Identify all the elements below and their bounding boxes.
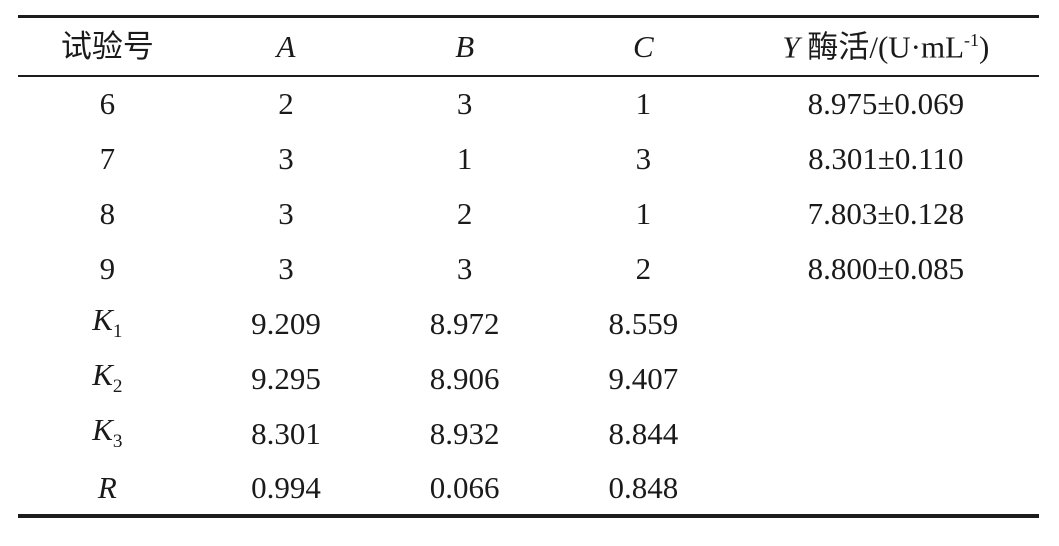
cell-y bbox=[733, 296, 1039, 351]
cell-c: 8.844 bbox=[608, 415, 679, 451]
cell-a: 8.301 bbox=[251, 415, 321, 451]
cell-c: 8.559 bbox=[608, 305, 679, 341]
cell-y: 8.301±0.110 bbox=[808, 140, 964, 176]
cell-b: 8.906 bbox=[429, 360, 500, 396]
col-header-factor-c: C bbox=[633, 28, 654, 64]
row-label: R bbox=[97, 469, 117, 505]
cell-y: 8.800±0.085 bbox=[807, 250, 965, 286]
cell-c: 1 bbox=[635, 195, 652, 231]
col-header-factor-a: A bbox=[276, 28, 296, 64]
row-label: K2 bbox=[92, 357, 123, 398]
row-label: 7 bbox=[99, 140, 116, 176]
cell-y: 7.803±0.128 bbox=[807, 195, 965, 231]
table-row-k3: K3 8.301 8.932 8.844 bbox=[18, 406, 1039, 461]
row-label: 8 bbox=[99, 195, 116, 231]
cell-c: 0.848 bbox=[608, 469, 679, 505]
col-header-experiment-no: 试验号 bbox=[60, 28, 154, 64]
cell-a: 2 bbox=[278, 86, 294, 121]
cell-y bbox=[733, 461, 1039, 516]
cell-b: 0.066 bbox=[429, 469, 500, 505]
table-row-k2: K2 9.295 8.906 9.407 bbox=[18, 351, 1039, 406]
orthogonal-experiment-table: 试验号 A B C Y 酶活/(U·mL-1) 6 2 3 1 8.975±0.… bbox=[18, 15, 1039, 518]
table-row-9: 9 3 3 2 8.800±0.085 bbox=[18, 241, 1039, 296]
cell-b: 3 bbox=[456, 250, 473, 286]
row-label: 6 bbox=[99, 86, 116, 121]
table-row-7: 7 3 1 3 8.301±0.110 bbox=[18, 131, 1039, 186]
cell-a: 0.994 bbox=[251, 469, 321, 505]
cell-c: 2 bbox=[635, 250, 652, 286]
cell-y: 8.975±0.069 bbox=[807, 86, 965, 121]
cell-y bbox=[733, 406, 1039, 461]
cell-a: 3 bbox=[278, 140, 294, 176]
col-header-factor-b: B bbox=[455, 28, 475, 64]
cell-b: 8.972 bbox=[429, 305, 500, 341]
table-row-6: 6 2 3 1 8.975±0.069 bbox=[18, 76, 1039, 131]
cell-c: 3 bbox=[635, 140, 652, 176]
col-header-y-activity: Y 酶活/(U·mL-1) bbox=[782, 28, 990, 64]
cell-a: 3 bbox=[278, 195, 294, 231]
row-label: K3 bbox=[92, 412, 123, 453]
cell-a: 9.295 bbox=[251, 360, 321, 396]
cell-c: 9.407 bbox=[608, 360, 679, 396]
header-row: 试验号 A B C Y 酶活/(U·mL-1) bbox=[18, 17, 1039, 76]
row-label: K1 bbox=[92, 302, 123, 343]
cell-a: 3 bbox=[278, 250, 294, 286]
cell-b: 8.932 bbox=[429, 415, 500, 451]
unit-superscript: -1 bbox=[964, 29, 980, 50]
cell-b: 2 bbox=[456, 195, 473, 231]
cell-a: 9.209 bbox=[251, 305, 321, 341]
table-row-k1: K1 9.209 8.972 8.559 bbox=[18, 296, 1039, 351]
table-row-8: 8 3 2 1 7.803±0.128 bbox=[18, 186, 1039, 241]
cell-y bbox=[733, 351, 1039, 406]
cell-c: 1 bbox=[635, 86, 652, 121]
table-row-r: R 0.994 0.066 0.848 bbox=[18, 461, 1039, 516]
row-label: 9 bbox=[99, 250, 116, 286]
cell-b: 1 bbox=[456, 140, 473, 176]
cell-b: 3 bbox=[456, 86, 473, 121]
